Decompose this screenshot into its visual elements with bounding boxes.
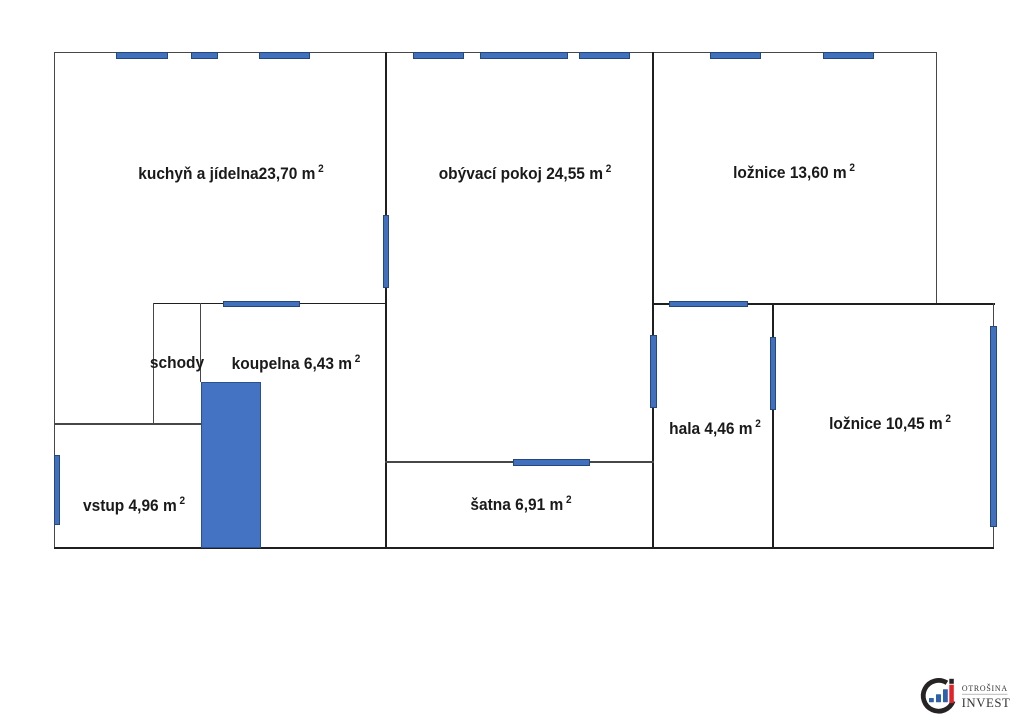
svg-text:INVEST: INVEST [962, 696, 1011, 710]
svg-text:OTROŠINA: OTROŠINA [962, 683, 1008, 693]
